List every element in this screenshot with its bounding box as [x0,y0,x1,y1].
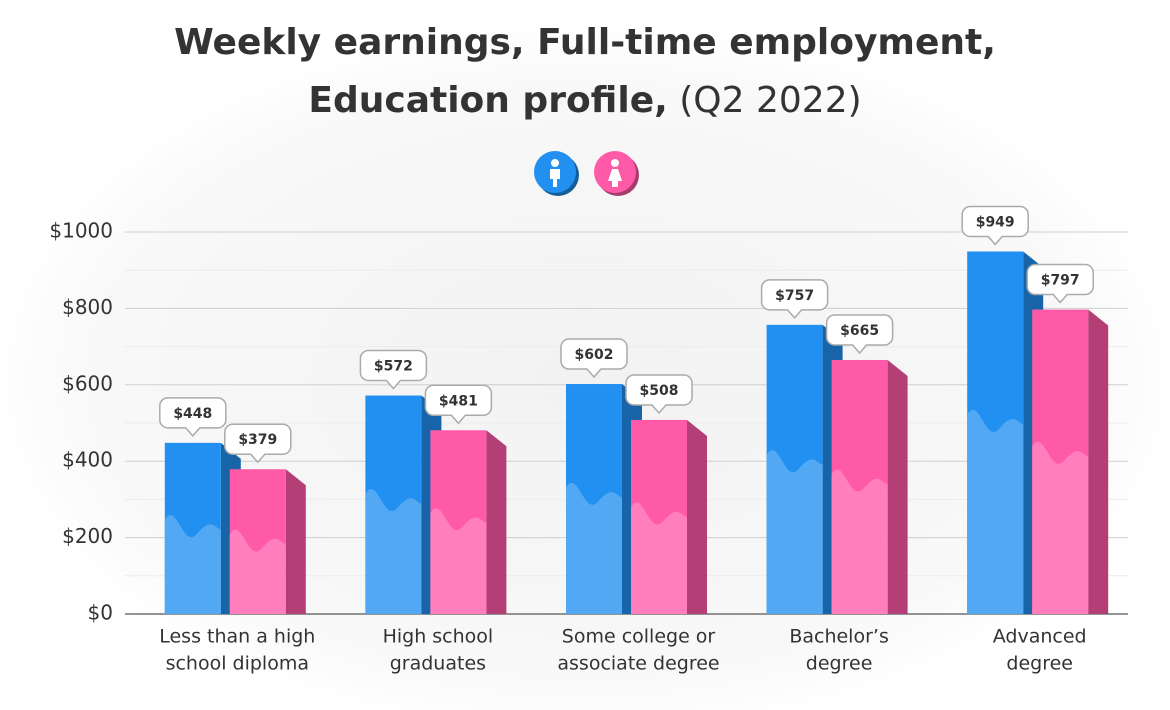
x-tick-label: Less than a high [159,626,315,648]
legend-icon-body [550,169,560,187]
value-bubble [825,314,894,355]
bar-wave [229,529,286,614]
value-label: $949 [976,214,1015,230]
value-label: $379 [238,432,277,448]
bar-side [285,469,306,614]
value-label: $508 [640,383,679,399]
y-tick-label: $800 [62,295,113,319]
value-bubble [359,349,428,390]
value-label: $572 [374,358,413,374]
y-tick-label: $400 [62,448,113,472]
bar-wave [631,502,687,614]
value-label: $797 [1041,273,1080,289]
x-tick-label: school diploma [166,653,309,675]
legend-icon-body [608,169,622,187]
value-bubble [424,384,493,425]
chart-title-line: Education profile, (Q2 2022) [308,80,861,121]
x-tick-label: Advanced [993,626,1087,648]
x-tick-label: High school [383,626,494,648]
value-bubble [560,338,628,379]
bar-wave [831,469,888,614]
bar-side [486,430,507,614]
bar-side [687,419,707,614]
value-bubble [1026,263,1094,304]
bar-wave [967,409,1024,614]
x-tick-label: associate degree [557,653,719,675]
x-tick-label: Some college or [562,626,716,648]
bar-wave [164,515,221,614]
y-tick-label: $1000 [49,219,113,243]
value-label: $665 [840,323,879,339]
value-label: $448 [173,406,212,422]
chart-subtitle: (Q2 2022) [679,80,861,121]
bar-wave [766,450,823,614]
value-bubble [224,423,292,464]
x-tick-label: Bachelor’s [789,626,889,648]
chart-title: Education profile, [308,80,667,121]
x-tick-label: graduates [390,653,486,675]
value-bubble [159,397,227,438]
value-label: $757 [775,288,814,304]
bar-wave [566,482,622,614]
legend-icon-head [611,159,619,167]
value-bubble [961,205,1029,246]
bar-side [1088,309,1109,614]
bar-side [887,359,908,614]
chart-title: Weekly earnings, Full-time employment, [174,22,996,63]
value-label: $481 [439,393,478,409]
x-tick-label: degree [806,653,873,675]
bar-wave [1032,441,1089,614]
x-tick-label: degree [1006,653,1073,675]
legend [534,151,639,196]
y-tick-label: $600 [62,371,113,395]
value-label: $602 [575,347,614,363]
legend-icon-head [551,159,559,167]
value-bubble [625,374,693,415]
bar-wave [365,489,422,614]
bar-wave [430,508,487,614]
value-bubble [760,279,829,319]
y-tick-label: $0 [88,601,113,625]
y-tick-label: $200 [62,524,113,548]
